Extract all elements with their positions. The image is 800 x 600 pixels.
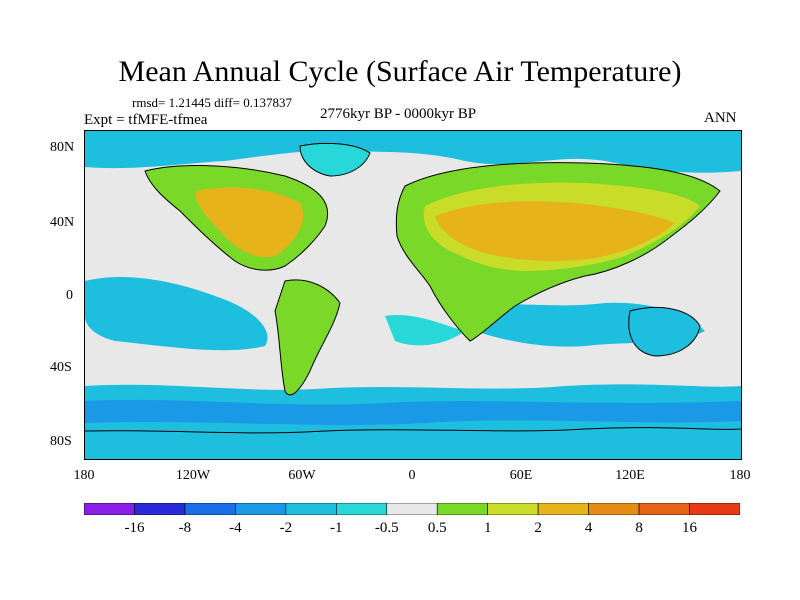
colorbar-swatch-1 bbox=[134, 503, 186, 515]
lat-label-80s: 80S bbox=[50, 434, 72, 449]
greenland-region bbox=[300, 143, 370, 176]
colorbar-swatch-8 bbox=[487, 503, 539, 515]
south-atlantic-cool-patch bbox=[385, 314, 465, 346]
colorbar-label: -4 bbox=[229, 520, 242, 536]
lon-label-60e: 60E bbox=[509, 468, 533, 483]
colorbar-swatch-6 bbox=[386, 503, 438, 515]
colorbar-label: -2 bbox=[279, 520, 293, 536]
lon-label-120w: 120W bbox=[175, 468, 211, 483]
colorbar-label: 2 bbox=[534, 520, 542, 536]
antarctica-coastline bbox=[85, 427, 741, 434]
colorbar-swatch-11 bbox=[638, 503, 690, 515]
colorbar-swatch-0 bbox=[84, 503, 135, 515]
colorbar-swatch-7 bbox=[436, 503, 488, 515]
colorbar-label: -1 bbox=[330, 520, 343, 536]
pacific-cool-patch bbox=[85, 276, 268, 351]
eurasia-warm-core bbox=[435, 201, 675, 261]
colorbar-label: 8 bbox=[635, 520, 643, 536]
colorbar-label: 4 bbox=[584, 520, 593, 536]
lon-label-0: 0 bbox=[408, 468, 416, 483]
season-label: ANN bbox=[704, 110, 737, 126]
colorbar-label: -8 bbox=[178, 520, 192, 536]
coastlines bbox=[144, 142, 721, 396]
colorbar-label: 16 bbox=[682, 520, 698, 536]
north-america-warm-core bbox=[195, 187, 304, 258]
lat-label-40s: 40S bbox=[50, 360, 72, 375]
lat-label-40n: 40N bbox=[50, 215, 75, 230]
period-label: 2776kyr BP - 0000kyr BP bbox=[320, 106, 477, 122]
colorbar-label: 1 bbox=[483, 520, 492, 536]
colorbar-swatch-9 bbox=[537, 503, 589, 515]
temperature-map bbox=[84, 130, 742, 460]
colorbar-swatch-12 bbox=[689, 503, 740, 515]
lon-label-180w: 180 bbox=[73, 468, 95, 483]
arctic-cool-band bbox=[85, 131, 741, 173]
experiment-label: Expt = tfMFE-tfmea bbox=[84, 112, 208, 128]
colorbar-swatch-4 bbox=[285, 503, 337, 515]
southern-ocean-strong-band bbox=[85, 399, 741, 425]
colorbar-swatch-2 bbox=[184, 503, 236, 515]
colorbar-label: -16 bbox=[124, 520, 145, 536]
australia-region bbox=[628, 307, 700, 356]
chart-title: Mean Annual Cycle (Surface Air Temperatu… bbox=[118, 55, 682, 88]
lon-label-120e: 120E bbox=[615, 468, 645, 483]
colorbar-swatch-3 bbox=[235, 503, 287, 515]
colorbar-swatch-10 bbox=[588, 503, 640, 515]
lat-label-80n: 80N bbox=[50, 140, 75, 155]
lat-label-0: 0 bbox=[66, 288, 73, 303]
colorbar-label: 0.5 bbox=[427, 520, 447, 536]
lon-label-60w: 60W bbox=[288, 468, 316, 483]
stats-text: rmsd= 1.21445 diff= 0.137837 bbox=[132, 95, 292, 110]
colorbar bbox=[84, 503, 740, 515]
colorbar-swatch-5 bbox=[336, 503, 388, 515]
colorbar-label: -0.5 bbox=[374, 520, 399, 536]
south-america-region bbox=[275, 279, 340, 395]
lon-label-180e: 180 bbox=[729, 468, 751, 483]
